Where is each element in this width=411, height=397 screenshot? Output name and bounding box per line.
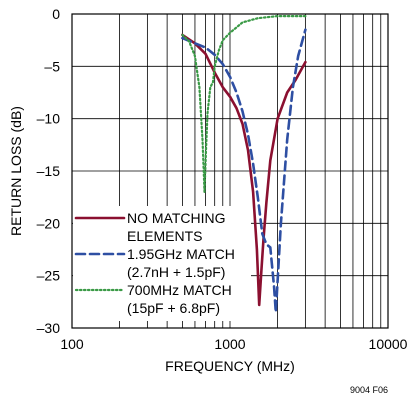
legend: NO MATCHING ELEMENTS 1.95GHz MATCH (2.7nH +… <box>73 206 251 321</box>
x-tick-label: 1000 <box>214 336 245 352</box>
series-line <box>181 15 307 193</box>
series-line <box>181 28 307 314</box>
legend-label: ELEMENTS <box>127 228 202 244</box>
y-tick-label: –30 <box>37 320 61 336</box>
series-line <box>181 33 307 307</box>
legend-label: NO MATCHING <box>127 210 226 226</box>
x-tick-label: 100 <box>60 336 84 352</box>
tick-labels: 100 1000 10000 0 –5 –10 –15 –20 –25 –30 <box>37 6 408 352</box>
y-tick-label: –10 <box>37 111 61 127</box>
legend-label: (15pF + 6.8pF) <box>127 300 220 316</box>
legend-background <box>73 206 251 321</box>
legend-label: (2.7nH + 1.5pF) <box>127 264 225 280</box>
y-tick-label: –15 <box>37 163 61 179</box>
figure-id: 9004 F06 <box>350 385 388 395</box>
legend-label: 1.95GHz MATCH <box>127 246 235 262</box>
y-tick-label: –25 <box>37 268 61 284</box>
y-tick-label: –20 <box>37 215 61 231</box>
legend-label: 700MHz MATCH <box>127 282 232 298</box>
x-axis-label: FREQUENCY (MHz) <box>165 358 295 374</box>
y-tick-label: 0 <box>52 6 60 22</box>
series-layer <box>181 15 307 314</box>
y-axis-label: RETURN LOSS (dB) <box>8 106 24 236</box>
x-tick-label: 10000 <box>369 336 408 352</box>
plot-frame <box>71 13 389 329</box>
y-tick-label: –5 <box>44 58 60 74</box>
